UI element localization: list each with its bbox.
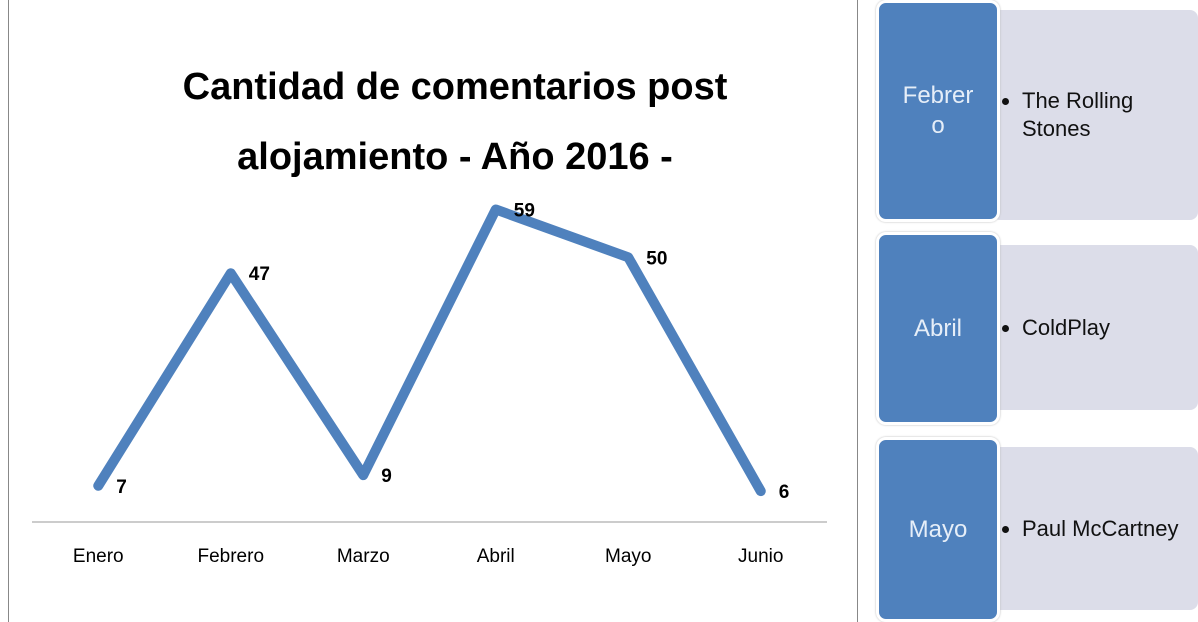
x-tick-label: Mayo bbox=[605, 546, 651, 567]
detail-box: Paul McCartney bbox=[992, 447, 1198, 610]
x-tick-label: Marzo bbox=[337, 546, 390, 567]
data-label: 50 bbox=[646, 248, 667, 269]
data-label: 9 bbox=[381, 466, 392, 487]
label-box: Febrero bbox=[876, 0, 1000, 222]
label-text: Mayo bbox=[908, 515, 968, 543]
list-item: Paul McCartney Mayo bbox=[876, 437, 1198, 622]
list-item: ColdPlay Abril bbox=[876, 232, 1198, 425]
chart: Enero Febrero Marzo Abril Mayo Junio 7 47 9 59 50 6 bbox=[32, 200, 827, 567]
label-text: Abril bbox=[913, 314, 962, 342]
x-tick-label: Abril bbox=[477, 546, 515, 567]
x-tick-label: Junio bbox=[738, 546, 783, 567]
data-label: 7 bbox=[116, 477, 127, 498]
detail-list: Paul McCartney bbox=[992, 515, 1179, 543]
detail-list: ColdPlay bbox=[992, 314, 1110, 342]
detail-text: ColdPlay bbox=[1022, 314, 1110, 342]
detail-text: Paul McCartney bbox=[1022, 515, 1179, 543]
detail-box: The Rolling Stones bbox=[992, 10, 1198, 220]
line bbox=[93, 204, 766, 497]
data-label: 59 bbox=[514, 200, 535, 221]
detail-box: ColdPlay bbox=[992, 245, 1198, 410]
data-label: 6 bbox=[779, 482, 790, 503]
list-item: The Rolling Stones Febrero bbox=[876, 0, 1198, 222]
detail-text: The Rolling Stones bbox=[1022, 87, 1198, 143]
chart-area bbox=[8, 0, 858, 622]
x-tick-label: Enero bbox=[73, 546, 124, 567]
detail-list: The Rolling Stones bbox=[992, 87, 1198, 143]
label-text: Febrero bbox=[902, 82, 974, 139]
label-box: Mayo bbox=[876, 437, 1000, 622]
chart-title: Cantidad de comentarios post alojamiento… bbox=[182, 66, 728, 178]
data-label: 47 bbox=[249, 264, 270, 285]
x-tick-label: Febrero bbox=[197, 546, 264, 567]
label-box: Abril bbox=[876, 232, 1000, 425]
